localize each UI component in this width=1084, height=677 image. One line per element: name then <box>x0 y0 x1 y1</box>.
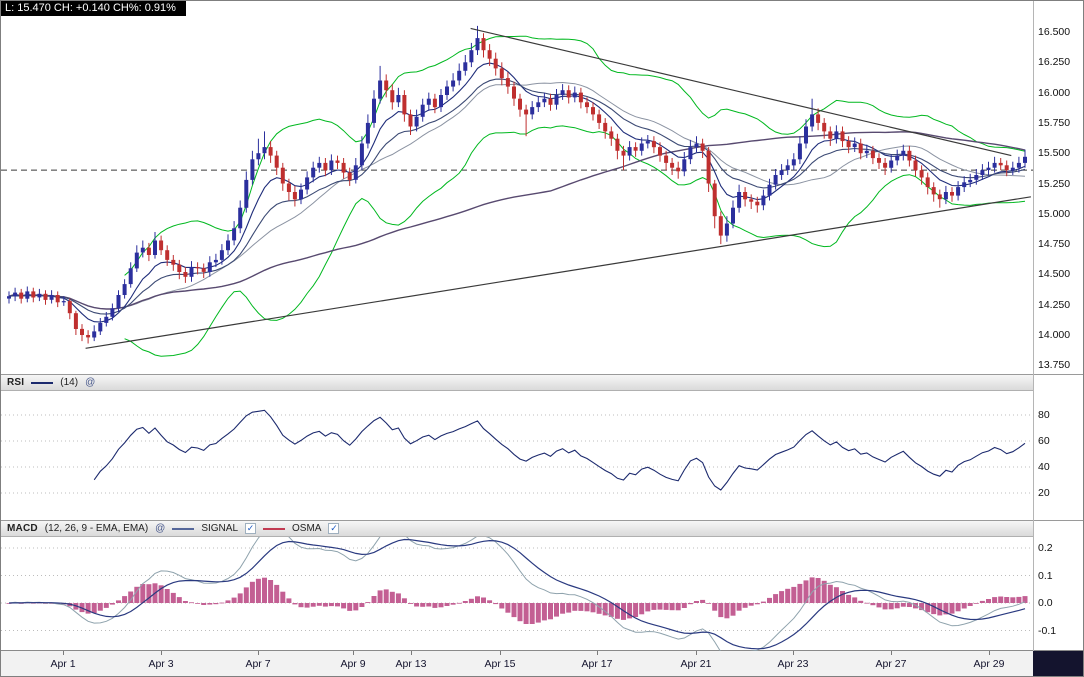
time-axis-tick <box>161 651 162 655</box>
time-axis-label: Apr 21 <box>680 658 712 670</box>
price-axis-label: 13.750 <box>1038 359 1071 372</box>
macd-axis-label: 0.1 <box>1038 569 1053 582</box>
rsi-line-swatch <box>31 381 54 384</box>
time-axis-label: Apr 3 <box>148 658 174 670</box>
price-axis-label: 14.000 <box>1038 329 1071 341</box>
price-axis-label: 15.500 <box>1038 147 1071 160</box>
signal-line-swatch <box>172 527 195 530</box>
time-axis-label: Apr 17 <box>581 658 613 670</box>
macd-axis-label: 0.0 <box>1038 597 1053 609</box>
rsi-settings-icon[interactable]: @ <box>85 376 96 388</box>
rsi-params: (14) <box>60 377 79 388</box>
rsi-title: RSI <box>7 377 25 388</box>
price-axis-label: 16.000 <box>1038 86 1071 99</box>
price-chart-panel[interactable]: L: 15.470 CH: +0.140 CH%: 0.91% <box>1 1 1083 375</box>
macd-params: (12, 26, 9 - EMA, EMA) <box>44 523 149 534</box>
price-chart-canvas[interactable] <box>1 1 1033 375</box>
price-axis-label: 15.000 <box>1038 207 1071 220</box>
time-axis-tick <box>597 651 598 655</box>
time-axis-label: Apr 15 <box>484 658 516 670</box>
time-axis-tick <box>696 651 697 655</box>
rsi-axis-label: 80 <box>1038 409 1050 421</box>
price-axis-label: 16.250 <box>1038 56 1071 69</box>
rsi-axis-label: 20 <box>1038 487 1050 499</box>
axis-separator <box>1033 1 1034 651</box>
rsi-panel[interactable]: RSI (14) @ <box>1 375 1083 521</box>
macd-axis-label: 0.2 <box>1038 542 1053 554</box>
time-axis-tick <box>353 651 354 655</box>
time-axis-label: Apr 27 <box>875 658 907 670</box>
macd-panel[interactable]: MACD (12, 26, 9 - EMA, EMA) @ SIGNAL ✓ O… <box>1 521 1083 651</box>
macd-header: MACD (12, 26, 9 - EMA, EMA) @ SIGNAL ✓ O… <box>1 521 1033 537</box>
price-axis-label: 14.500 <box>1038 268 1071 281</box>
osma-line-swatch <box>263 527 286 530</box>
macd-title: MACD <box>7 523 38 534</box>
last-price-change-readout: L: 15.470 CH: +0.140 CH%: 0.91% <box>5 2 176 14</box>
rsi-header: RSI (14) @ <box>1 375 1033 391</box>
axis-corner <box>1033 651 1083 676</box>
rsi-axis-label: 40 <box>1038 461 1050 473</box>
rsi-canvas[interactable] <box>1 391 1033 521</box>
time-axis[interactable]: Apr 1 Apr 3 Apr 7 Apr 9 Apr 13 Apr 15 Apr 17 Ap… <box>1 651 1083 676</box>
price-axis-label: 16.500 <box>1038 26 1071 38</box>
time-axis-tick <box>500 651 501 655</box>
time-axis-label: Apr 7 <box>245 658 271 670</box>
price-axis-label: 15.250 <box>1038 177 1071 190</box>
osma-visibility-checkbox[interactable]: ✓ <box>328 523 340 534</box>
macd-canvas[interactable] <box>1 537 1033 651</box>
macd-settings-icon[interactable]: @ <box>155 522 166 534</box>
osma-legend-label: OSMA <box>292 523 322 534</box>
time-axis-tick <box>891 651 892 655</box>
time-axis-label: Apr 13 <box>395 658 427 670</box>
signal-visibility-checkbox[interactable]: ✓ <box>245 523 257 534</box>
price-axis-label: 15.750 <box>1038 116 1071 129</box>
rsi-axis-label: 60 <box>1038 435 1050 447</box>
time-axis-tick <box>258 651 259 655</box>
time-axis-tick <box>793 651 794 655</box>
signal-legend-label: SIGNAL <box>201 523 239 534</box>
time-axis-tick <box>411 651 412 655</box>
macd-axis-label: -0.1 <box>1038 624 1057 637</box>
time-axis-label: Apr 1 <box>50 658 76 670</box>
quote-info-bar: L: 15.470 CH: +0.140 CH%: 0.91% <box>1 1 186 16</box>
time-axis-label: Apr 23 <box>777 658 809 670</box>
price-axis-label: 14.750 <box>1038 238 1071 251</box>
time-axis-label: Apr 9 <box>340 658 366 670</box>
time-axis-tick <box>989 651 990 655</box>
time-axis-label: Apr 29 <box>973 658 1005 670</box>
price-axis-label: 14.250 <box>1038 298 1071 311</box>
time-axis-tick <box>63 651 64 655</box>
